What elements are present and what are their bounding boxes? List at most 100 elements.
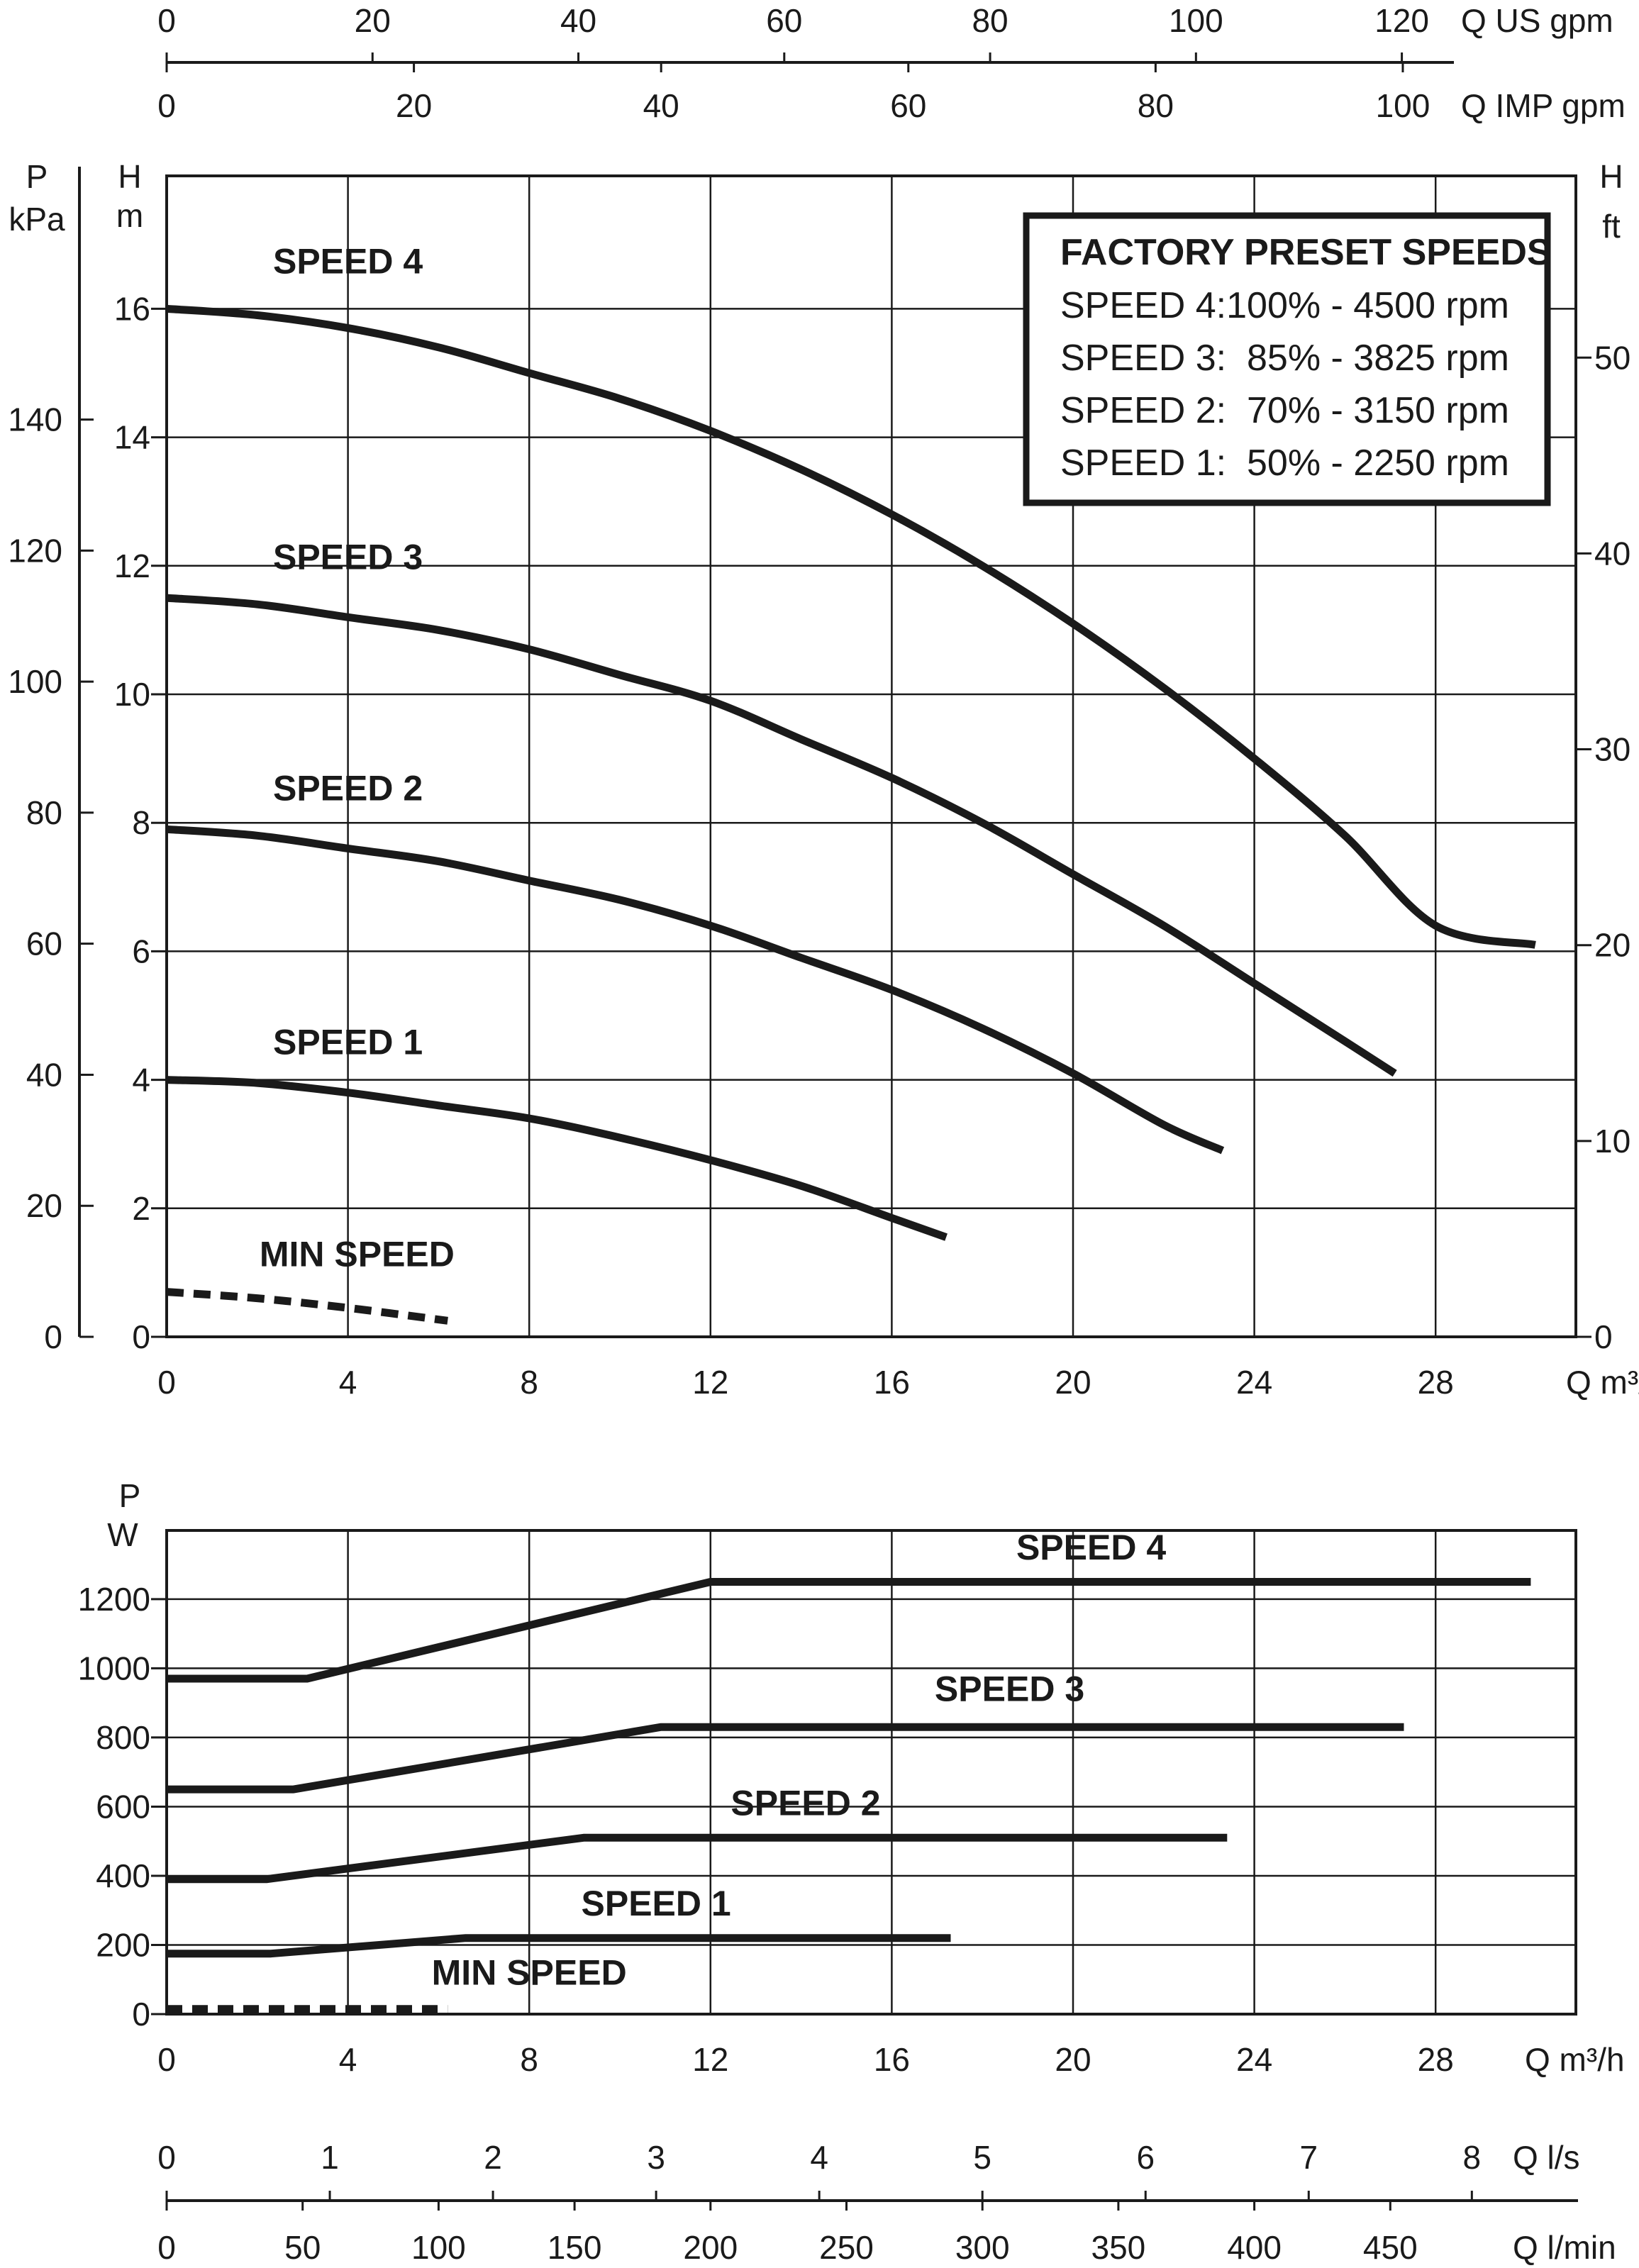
head-x-tick-label: 16 <box>874 1364 910 1401</box>
head-m-tick-label: 4 <box>132 1062 150 1099</box>
head-ft-tick-label: 30 <box>1594 731 1630 768</box>
imp-gpm-tick-label: 60 <box>890 87 926 124</box>
legend-line-speed-2: SPEED 2: 70% - 3150 rpm <box>1060 390 1509 431</box>
power-chart-grid <box>165 1529 1577 2016</box>
lmin-tick-label: 450 <box>1363 2229 1418 2266</box>
power-x-tick-label: 8 <box>520 2041 538 2078</box>
us-gpm-tick-label: 40 <box>560 2 596 39</box>
power-x-tick-label: 4 <box>339 2041 357 2078</box>
head-series-label-min-speed: MIN SPEED <box>260 1234 455 1274</box>
bottom-axis-ls-label: Q l/s <box>1513 2139 1580 2176</box>
head-series-label-speed-4: SPEED 4 <box>273 242 423 282</box>
head-chart: 0 20 40 60 80 100 120 Q US gpm 0 20 40 60 80 100 Q … <box>8 2 1639 1401</box>
power-w-tick-label: 0 <box>132 1996 150 2033</box>
ls-tick-label: 3 <box>647 2139 665 2176</box>
power-line-speed-3 <box>167 1723 1404 1794</box>
head-kpa-tick-label: 40 <box>26 1056 62 1093</box>
head-series-label-speed-3: SPEED 3 <box>273 537 423 577</box>
top-axis-imp-gpm: 0 20 40 60 80 100 <box>157 62 1430 124</box>
power-w-tick-label: 400 <box>96 1857 150 1894</box>
lmin-tick-label: 150 <box>548 2229 602 2266</box>
power-line-speed-4 <box>167 1578 1531 1683</box>
lmin-tick-label: 350 <box>1091 2229 1146 2266</box>
head-x-tick-label: 4 <box>339 1364 357 1401</box>
head-m-tick-label: 8 <box>132 804 150 841</box>
head-ft-tick-label: 50 <box>1594 339 1630 376</box>
power-w-tick-label: 1000 <box>78 1650 150 1686</box>
us-gpm-tick-label: 120 <box>1374 2 1429 39</box>
us-gpm-tick-label: 80 <box>972 2 1008 39</box>
head-kpa-tick-label: 0 <box>44 1318 62 1355</box>
top-axis-us-gpm: 0 20 40 60 80 100 120 <box>157 2 1429 62</box>
head-curve-speed-3 <box>166 594 1397 1077</box>
head-x-tick-label: 0 <box>157 1364 176 1401</box>
power-x-tick-label: 24 <box>1236 2041 1272 2078</box>
power-series-label-min-speed: MIN SPEED <box>432 1953 627 1993</box>
y-inner-label-unit: m <box>116 197 143 234</box>
head-ft-tick-label: 0 <box>1594 1318 1613 1355</box>
power-x-tick-label: 28 <box>1418 2041 1454 2078</box>
bottom-axis-lmin-label: Q l/min <box>1513 2229 1616 2266</box>
legend-title: FACTORY PRESET SPEEDS <box>1060 232 1552 273</box>
head-curve-speed-4 <box>166 304 1536 949</box>
power-series-label-speed-2: SPEED 2 <box>730 1784 880 1823</box>
lmin-tick-label: 200 <box>683 2229 738 2266</box>
ls-tick-label: 5 <box>973 2139 991 2176</box>
ls-tick-label: 8 <box>1463 2139 1482 2176</box>
head-chart-series-labels: SPEED 4 SPEED 3 SPEED 2 SPEED 1 MIN SPEED <box>260 242 455 1274</box>
head-m-tick-label: 14 <box>114 419 150 456</box>
power-series-label-speed-3: SPEED 3 <box>935 1669 1084 1709</box>
power-chart-ticks: 0 4 8 12 16 20 24 28 0 200 400 600 800 1000 1200 <box>78 1581 1454 2078</box>
ls-tick-label: 0 <box>157 2139 176 2176</box>
legend-box <box>1023 212 1551 506</box>
ls-tick-label: 1 <box>321 2139 339 2176</box>
power-line-speed-1 <box>167 1934 951 1958</box>
head-kpa-tick-label: 60 <box>26 925 62 962</box>
head-kpa-tick-label: 140 <box>8 401 62 438</box>
power-series-label-speed-1: SPEED 1 <box>582 1884 731 1923</box>
head-m-tick-label: 2 <box>132 1190 150 1227</box>
head-kpa-tick-label: 20 <box>26 1187 62 1224</box>
y-outer-label-p: P <box>26 158 48 195</box>
head-x-tick-label: 12 <box>692 1364 728 1401</box>
lmin-tick-label: 250 <box>819 2229 874 2266</box>
us-gpm-tick-label: 100 <box>1169 2 1223 39</box>
power-w-tick-label: 800 <box>96 1719 150 1756</box>
head-kpa-tick-label: 100 <box>8 663 62 700</box>
imp-gpm-tick-label: 20 <box>396 87 432 124</box>
y-right-label-h: H <box>1599 158 1623 195</box>
imp-gpm-tick-label: 40 <box>643 87 679 124</box>
head-m-tick-label: 0 <box>132 1318 150 1355</box>
head-m-tick-label: 16 <box>114 290 150 327</box>
head-kpa-tick-label: 80 <box>26 794 62 831</box>
head-curve-speed-1 <box>166 1076 948 1241</box>
legend-line-speed-1: SPEED 1: 50% - 2250 rpm <box>1060 443 1509 484</box>
top-axis-imp-label: Q IMP gpm <box>1461 87 1626 124</box>
power-y-label-p: P <box>119 1477 141 1514</box>
power-w-tick-label: 1200 <box>78 1581 150 1618</box>
head-m-tick-label: 12 <box>114 547 150 584</box>
factory-preset-legend: FACTORY PRESET SPEEDS SPEED 4:100% - 450… <box>1023 212 1552 506</box>
legend-line-speed-4: SPEED 4:100% - 4500 rpm <box>1060 285 1509 326</box>
head-chart-series <box>166 304 1536 1325</box>
ls-tick-label: 2 <box>484 2139 502 2176</box>
ls-tick-label: 4 <box>810 2139 828 2176</box>
head-x-tick-label: 8 <box>520 1364 538 1401</box>
power-y-label-unit: W <box>107 1516 138 1553</box>
legend-line-speed-3: SPEED 3: 85% - 3825 rpm <box>1060 338 1509 379</box>
lmin-tick-label: 50 <box>284 2229 321 2266</box>
power-w-tick-label: 200 <box>96 1926 150 1963</box>
power-line-speed-2 <box>167 1833 1228 1884</box>
top-axis-us-label: Q US gpm <box>1461 2 1613 39</box>
bottom-axis-l-per-s: 0 1 2 3 4 5 6 7 8 <box>157 2139 1481 2201</box>
head-ft-tick-label: 10 <box>1594 1123 1630 1160</box>
us-gpm-tick-label: 60 <box>766 2 802 39</box>
y-outer-label-unit: kPa <box>9 201 65 238</box>
lmin-tick-label: 300 <box>955 2229 1010 2266</box>
power-chart-xlabel: Q m³/h <box>1525 2041 1625 2078</box>
head-chart-ticks: 0 4 8 12 16 20 24 28024681012141602040608010012… <box>8 290 1630 1401</box>
us-gpm-tick-label: 0 <box>157 2 176 39</box>
head-ft-tick-label: 20 <box>1594 927 1630 964</box>
head-m-tick-label: 6 <box>132 933 150 969</box>
